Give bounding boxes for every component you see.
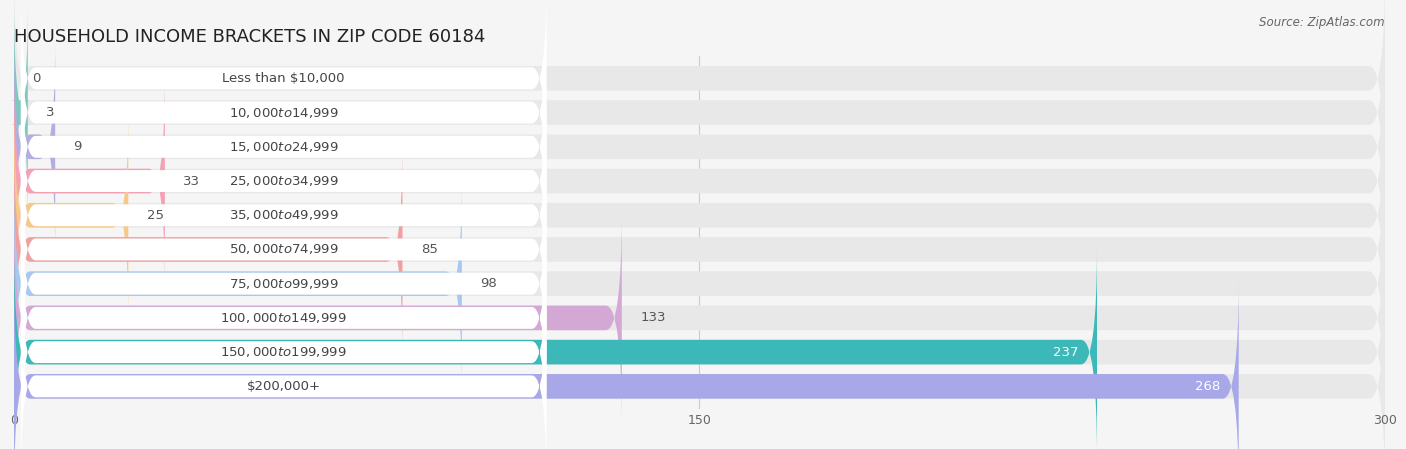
FancyBboxPatch shape xyxy=(14,279,1385,449)
Text: HOUSEHOLD INCOME BRACKETS IN ZIP CODE 60184: HOUSEHOLD INCOME BRACKETS IN ZIP CODE 60… xyxy=(14,28,485,46)
Text: 237: 237 xyxy=(1053,346,1078,359)
FancyBboxPatch shape xyxy=(14,142,1385,357)
FancyBboxPatch shape xyxy=(14,176,463,391)
FancyBboxPatch shape xyxy=(14,245,1097,449)
FancyBboxPatch shape xyxy=(14,74,1385,288)
FancyBboxPatch shape xyxy=(21,254,547,449)
FancyBboxPatch shape xyxy=(21,288,547,449)
FancyBboxPatch shape xyxy=(14,142,402,357)
Text: $25,000 to $34,999: $25,000 to $34,999 xyxy=(229,174,339,188)
Text: Source: ZipAtlas.com: Source: ZipAtlas.com xyxy=(1260,16,1385,29)
Text: $150,000 to $199,999: $150,000 to $199,999 xyxy=(221,345,347,359)
Text: $50,000 to $74,999: $50,000 to $74,999 xyxy=(229,242,339,256)
FancyBboxPatch shape xyxy=(14,176,1385,391)
Text: 3: 3 xyxy=(46,106,55,119)
Text: $75,000 to $99,999: $75,000 to $99,999 xyxy=(229,277,339,291)
FancyBboxPatch shape xyxy=(14,245,1385,449)
Text: Less than $10,000: Less than $10,000 xyxy=(222,72,344,85)
Text: 98: 98 xyxy=(481,277,496,290)
FancyBboxPatch shape xyxy=(14,40,55,254)
Text: $35,000 to $49,999: $35,000 to $49,999 xyxy=(229,208,339,222)
FancyBboxPatch shape xyxy=(21,151,547,348)
FancyBboxPatch shape xyxy=(11,5,30,220)
FancyBboxPatch shape xyxy=(21,185,547,382)
Text: 85: 85 xyxy=(420,243,437,256)
FancyBboxPatch shape xyxy=(21,117,547,314)
Text: 0: 0 xyxy=(32,72,41,85)
FancyBboxPatch shape xyxy=(21,220,547,417)
FancyBboxPatch shape xyxy=(21,0,547,177)
FancyBboxPatch shape xyxy=(14,40,1385,254)
FancyBboxPatch shape xyxy=(21,14,547,211)
FancyBboxPatch shape xyxy=(14,5,1385,220)
FancyBboxPatch shape xyxy=(21,83,547,280)
Text: 25: 25 xyxy=(146,209,163,222)
FancyBboxPatch shape xyxy=(14,279,1239,449)
FancyBboxPatch shape xyxy=(14,108,1385,323)
FancyBboxPatch shape xyxy=(14,211,621,425)
FancyBboxPatch shape xyxy=(14,74,165,288)
Text: $100,000 to $149,999: $100,000 to $149,999 xyxy=(221,311,347,325)
FancyBboxPatch shape xyxy=(14,211,1385,425)
FancyBboxPatch shape xyxy=(14,108,128,323)
Text: $10,000 to $14,999: $10,000 to $14,999 xyxy=(229,106,339,119)
FancyBboxPatch shape xyxy=(14,0,1385,186)
Text: 133: 133 xyxy=(640,312,665,325)
Text: 33: 33 xyxy=(183,175,200,188)
Text: $200,000+: $200,000+ xyxy=(246,380,321,393)
FancyBboxPatch shape xyxy=(21,48,547,245)
Text: 268: 268 xyxy=(1195,380,1220,393)
Text: $15,000 to $24,999: $15,000 to $24,999 xyxy=(229,140,339,154)
Text: 9: 9 xyxy=(73,140,82,153)
